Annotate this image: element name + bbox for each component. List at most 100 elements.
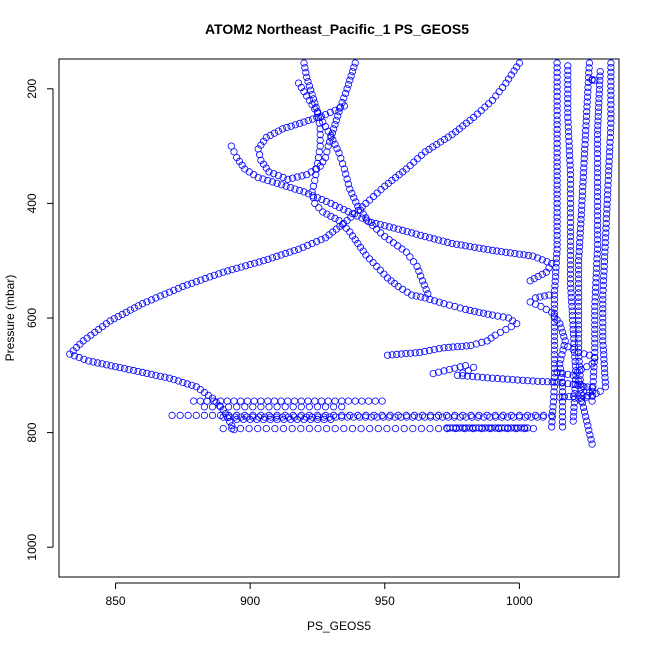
data-point	[354, 202, 362, 210]
data-point	[558, 383, 567, 391]
data-point	[553, 222, 561, 230]
data-point	[152, 294, 160, 302]
data-point	[307, 415, 315, 423]
data-point	[574, 344, 583, 352]
y-tick-label: 1000	[25, 534, 39, 561]
data-point	[270, 170, 278, 178]
data-point	[553, 88, 561, 96]
data-point	[553, 204, 561, 212]
data-point	[206, 273, 214, 281]
data-point	[570, 408, 578, 416]
data-point	[566, 275, 575, 283]
data-point	[564, 81, 572, 89]
data-point	[550, 300, 559, 308]
data-point	[346, 411, 354, 419]
data-point	[566, 247, 575, 255]
data-point	[580, 159, 588, 167]
data-point	[569, 417, 577, 425]
data-point	[215, 270, 223, 278]
data-point	[583, 103, 591, 111]
data-point	[566, 185, 575, 193]
data-point	[595, 81, 604, 89]
data-point	[337, 154, 345, 162]
data-point	[574, 325, 583, 334]
y-tick-label: 400	[25, 193, 39, 213]
data-point	[567, 289, 575, 297]
data-point	[552, 263, 560, 272]
data-point	[566, 270, 575, 278]
data-point	[580, 164, 588, 172]
data-point	[138, 300, 147, 308]
data-point	[591, 344, 599, 352]
data-point	[156, 372, 164, 380]
data-point	[558, 403, 567, 411]
data-point	[492, 413, 500, 421]
data-point	[574, 279, 583, 288]
data-point	[413, 262, 421, 270]
data-point	[570, 394, 579, 402]
data-point	[591, 330, 599, 338]
data-point	[553, 154, 561, 162]
y-tick-label: 200	[25, 78, 39, 98]
data-point	[394, 225, 402, 233]
data-point	[571, 357, 579, 366]
data-point	[593, 207, 602, 215]
data-point	[364, 218, 373, 226]
data-point	[534, 377, 542, 385]
data-point	[566, 265, 575, 274]
data-point	[588, 387, 597, 395]
data-point	[281, 249, 290, 258]
data-point	[440, 135, 448, 144]
data-point	[605, 148, 614, 156]
data-point	[579, 392, 587, 400]
data-point	[170, 375, 178, 384]
data-point	[604, 181, 612, 189]
data-point	[553, 245, 561, 253]
data-point	[313, 403, 322, 411]
data-point	[426, 424, 434, 433]
data-point	[417, 151, 425, 159]
data-point	[327, 133, 335, 142]
data-point	[575, 357, 583, 366]
data-point	[296, 119, 304, 128]
data-point	[592, 274, 600, 282]
data-point	[238, 161, 246, 169]
data-point	[574, 293, 583, 301]
data-point	[468, 413, 476, 421]
data-point	[383, 351, 392, 359]
data-point	[603, 196, 611, 204]
data-point	[179, 282, 187, 291]
data-point	[143, 298, 151, 306]
data-point	[331, 106, 339, 114]
data-point	[344, 397, 352, 405]
data-point	[130, 304, 138, 312]
x-axis-label: PS_GEOS5	[307, 619, 371, 633]
data-point	[551, 282, 559, 290]
data-point	[507, 411, 515, 419]
data-point	[574, 266, 583, 274]
data-point	[249, 413, 257, 421]
data-point	[273, 252, 281, 260]
data-point	[566, 204, 575, 212]
data-point	[607, 101, 615, 109]
data-point	[583, 93, 592, 101]
data-point	[317, 397, 326, 405]
data-point	[596, 68, 604, 76]
data-point	[599, 309, 607, 317]
data-point	[300, 118, 308, 126]
data-point	[288, 174, 297, 182]
data-point	[369, 192, 378, 201]
data-point	[572, 367, 580, 375]
data-point	[143, 369, 151, 377]
data-point	[551, 273, 560, 281]
data-point	[565, 152, 574, 160]
data-point	[254, 145, 262, 153]
data-point	[574, 348, 583, 356]
data-point	[208, 411, 217, 419]
data-point	[228, 424, 236, 433]
data-point	[539, 413, 547, 421]
data-point	[553, 231, 561, 240]
data-point	[399, 226, 407, 234]
data-point	[557, 355, 565, 363]
data-point	[486, 413, 494, 421]
